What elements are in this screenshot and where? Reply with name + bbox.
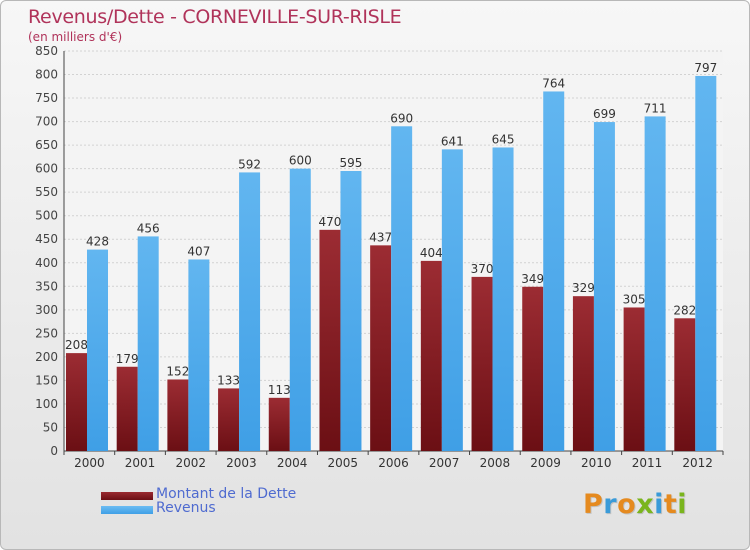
- data-label-revenus: 641: [441, 134, 464, 148]
- data-label-dette: 437: [369, 230, 392, 244]
- y-tick-label: 0: [50, 444, 58, 458]
- data-label-dette: 470: [319, 215, 342, 229]
- data-label-dette: 208: [65, 338, 88, 352]
- x-tick-label: 2012: [682, 456, 713, 470]
- chart-title: Revenus/Dette - CORNEVILLE-SUR-RISLE: [28, 6, 402, 28]
- y-tick-label: 350: [35, 279, 58, 293]
- y-tick-label: 450: [35, 232, 58, 246]
- x-tick-label: 2001: [125, 456, 156, 470]
- y-tick-label: 500: [35, 209, 58, 223]
- bar-revenus: [695, 75, 717, 452]
- legend-label-revenus: Revenus: [156, 500, 216, 516]
- logo-letter: t: [663, 489, 678, 520]
- data-label-dette: 152: [166, 364, 189, 378]
- data-label-dette: 133: [217, 373, 240, 387]
- bar-revenus: [289, 168, 311, 451]
- x-tick-label: 2003: [226, 456, 257, 470]
- data-label-revenus: 600: [289, 154, 312, 168]
- logo-letter: o: [617, 489, 637, 520]
- bar-revenus: [137, 236, 159, 451]
- bar-revenus: [188, 259, 210, 451]
- bar-revenus: [340, 171, 362, 451]
- x-tick-label: 2000: [74, 456, 105, 470]
- y-tick-label: 650: [35, 138, 58, 152]
- proxiti-logo: Proxiti: [583, 489, 687, 520]
- y-tick-label: 100: [35, 397, 58, 411]
- data-label-dette: 305: [623, 292, 646, 306]
- y-tick-label: 800: [35, 68, 58, 82]
- data-label-revenus: 456: [137, 221, 160, 235]
- bar-revenus: [441, 149, 463, 451]
- logo-letter: i: [654, 489, 664, 520]
- data-label-dette: 404: [420, 246, 443, 260]
- logo-letter: i: [677, 489, 688, 520]
- bar-revenus: [239, 172, 261, 452]
- x-tick-label: 2009: [530, 456, 561, 470]
- y-tick-label: 850: [35, 44, 58, 58]
- bar-dette: [167, 379, 189, 451]
- data-label-revenus: 592: [238, 157, 261, 171]
- bar-dette: [319, 229, 341, 451]
- data-label-dette: 113: [268, 383, 291, 397]
- logo-letter: x: [636, 489, 655, 520]
- bar-dette: [674, 318, 696, 451]
- y-tick-label: 300: [35, 303, 58, 317]
- data-label-dette: 349: [521, 272, 544, 286]
- bar-dette: [218, 388, 240, 451]
- data-label-revenus: 428: [86, 235, 109, 249]
- y-tick-label: 700: [35, 115, 58, 129]
- bar-chart: 0 50 100 150 200 250 300 350 400 450 500 550 600 650 7…: [35, 44, 724, 470]
- y-tick-label: 550: [35, 185, 58, 199]
- bar-revenus: [543, 91, 565, 452]
- logo-letter: P: [583, 489, 604, 520]
- data-label-revenus: 690: [390, 111, 413, 125]
- bar-dette: [522, 286, 544, 451]
- x-tick-label: 2008: [480, 456, 511, 470]
- y-tick-label: 400: [35, 256, 58, 270]
- data-label-revenus: 699: [593, 107, 616, 121]
- data-label-dette: 179: [116, 352, 139, 366]
- bar-dette: [572, 296, 594, 451]
- data-label-revenus: 407: [187, 244, 210, 258]
- y-tick-label: 50: [43, 420, 58, 434]
- x-tick-label: 2006: [378, 456, 409, 470]
- data-label-revenus: 797: [694, 61, 717, 75]
- bar-dette: [116, 366, 138, 451]
- y-tick-label: 150: [35, 373, 58, 387]
- bar-revenus: [87, 249, 108, 451]
- data-label-revenus: 711: [644, 101, 667, 115]
- data-label-dette: 370: [471, 262, 494, 276]
- legend-swatch-revenus: [101, 506, 153, 514]
- data-label-dette: 282: [673, 303, 696, 317]
- legend-label-dette: Montant de la Dette: [156, 486, 297, 502]
- bar-dette: [268, 397, 290, 451]
- y-tick-label: 600: [35, 162, 58, 176]
- x-tick-label: 2010: [581, 456, 612, 470]
- y-tick-label: 750: [35, 91, 58, 105]
- data-label-revenus: 595: [340, 156, 363, 170]
- bar-revenus: [391, 126, 413, 451]
- bar-dette: [471, 276, 493, 451]
- logo-letter: r: [603, 489, 618, 520]
- y-tick-label: 250: [35, 326, 58, 340]
- x-tick-label: 2004: [277, 456, 308, 470]
- bar-revenus: [593, 122, 615, 451]
- data-label-revenus: 645: [492, 132, 515, 146]
- legend-swatch-dette: [101, 492, 153, 500]
- x-tick-label: 2002: [175, 456, 206, 470]
- x-tick-label: 2007: [429, 456, 460, 470]
- bar-dette: [66, 353, 87, 451]
- x-tick-label: 2011: [632, 456, 663, 470]
- bar-revenus: [644, 116, 666, 451]
- bar-revenus: [492, 147, 514, 451]
- chart-subtitle: (en milliers d'€): [28, 30, 123, 44]
- y-tick-label: 200: [35, 350, 58, 364]
- x-tick-label: 2005: [328, 456, 359, 470]
- bar-dette: [370, 245, 392, 451]
- data-label-revenus: 764: [542, 76, 565, 90]
- bar-dette: [420, 260, 442, 451]
- data-label-dette: 329: [572, 281, 595, 295]
- bar-dette: [623, 307, 645, 451]
